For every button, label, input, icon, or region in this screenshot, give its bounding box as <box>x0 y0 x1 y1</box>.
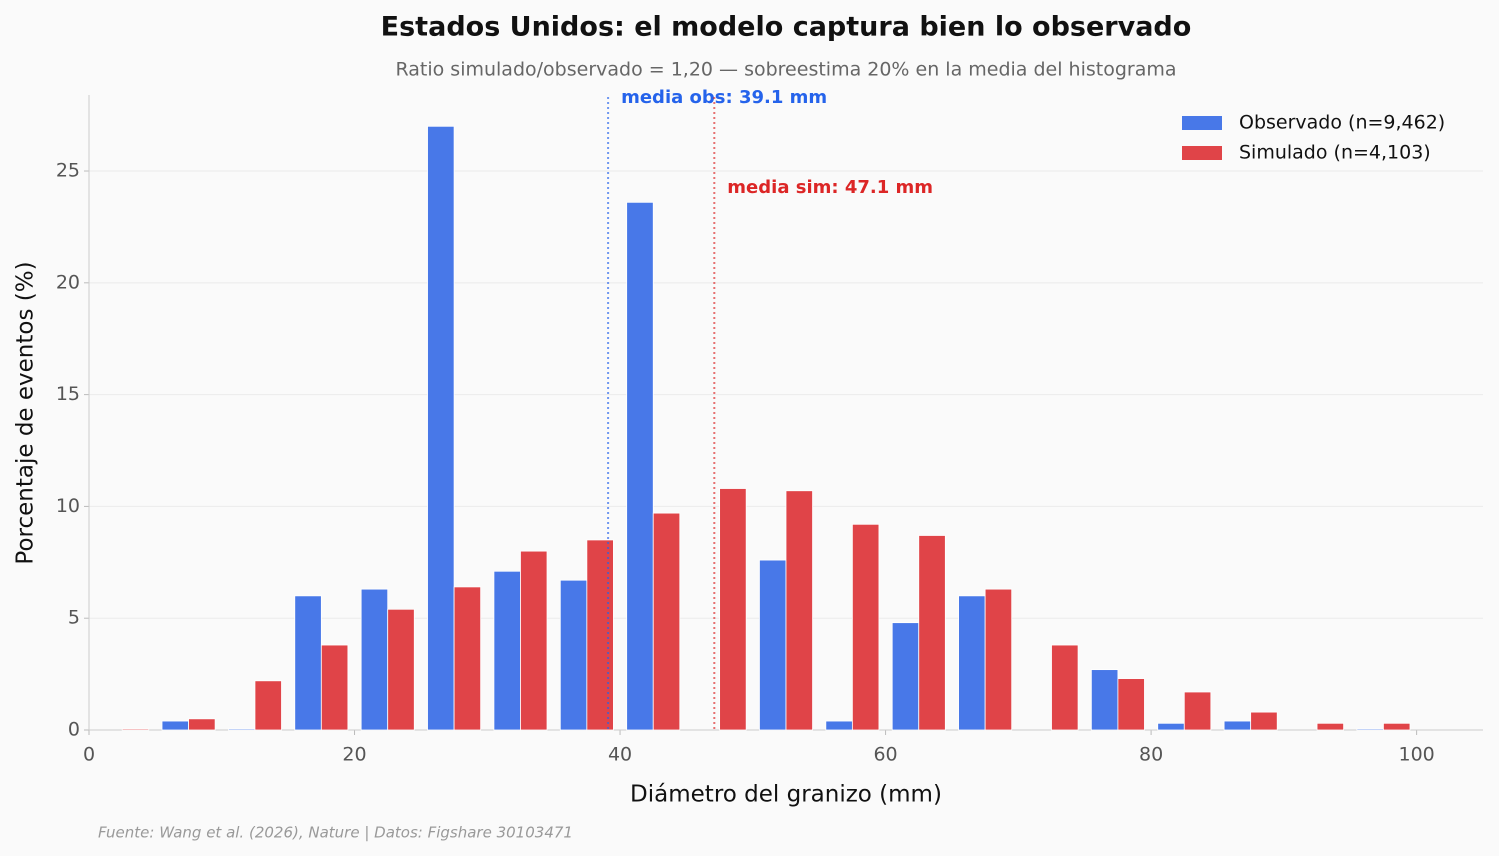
bar <box>1223 720 1252 731</box>
bar <box>1356 728 1384 731</box>
bar <box>520 550 548 731</box>
bar <box>1051 644 1079 731</box>
mean-label: media sim: 47.1 mm <box>727 177 933 198</box>
bar <box>427 125 455 731</box>
bar <box>294 595 322 731</box>
bar <box>360 588 389 731</box>
legend-swatch <box>1182 116 1222 130</box>
bar <box>825 720 853 731</box>
bar <box>188 718 216 731</box>
bar <box>1090 669 1119 731</box>
bar <box>1316 722 1344 731</box>
bar <box>320 644 349 731</box>
bar <box>958 595 986 731</box>
bar <box>254 680 282 731</box>
legend-label: Simulado (n=4,103) <box>1239 142 1431 164</box>
bar <box>1117 678 1145 731</box>
bar <box>453 586 482 731</box>
bar <box>759 559 787 731</box>
x-tick-label: 20 <box>342 744 366 766</box>
bar <box>785 490 813 731</box>
bar <box>626 201 654 731</box>
y-axis-label: Porcentaje de eventos (%) <box>13 261 39 564</box>
mean-label: media obs: 39.1 mm <box>621 87 827 108</box>
source-note: Fuente: Wang et al. (2026), Nature | Dat… <box>98 824 573 842</box>
y-tick-label: 0 <box>68 719 80 741</box>
x-tick-label: 80 <box>1139 744 1163 766</box>
bar <box>559 579 588 731</box>
x-tick-label: 60 <box>873 744 897 766</box>
y-tick-label: 5 <box>68 607 80 629</box>
bar <box>719 488 747 731</box>
bar <box>493 570 521 731</box>
y-tick-label: 25 <box>56 160 80 182</box>
x-axis-label: Diámetro del granizo (mm) <box>630 782 942 808</box>
y-tick-label: 20 <box>56 271 80 293</box>
bar <box>1183 691 1212 731</box>
bar <box>652 512 681 731</box>
bar <box>161 720 189 731</box>
chart-subtitle: Ratio simulado/observado = 1,20 — sobree… <box>395 59 1176 81</box>
bar <box>1157 722 1185 731</box>
bar <box>1383 722 1411 731</box>
bar <box>891 622 920 731</box>
x-tick-label: 40 <box>608 744 632 766</box>
bar <box>918 535 946 731</box>
legend-swatch <box>1182 146 1222 160</box>
x-tick-label: 100 <box>1398 744 1434 766</box>
bar <box>851 523 880 731</box>
legend-label: Observado (n=9,462) <box>1239 112 1445 134</box>
chart-title: Estados Unidos: el modelo captura bien l… <box>381 12 1192 43</box>
bar <box>1250 711 1278 731</box>
bar <box>984 588 1013 731</box>
bar <box>586 539 614 731</box>
y-tick-label: 15 <box>56 383 80 405</box>
bar <box>121 728 150 731</box>
bar <box>387 608 415 731</box>
x-tick-label: 0 <box>83 744 95 766</box>
bar <box>227 728 256 731</box>
y-tick-label: 10 <box>56 495 80 517</box>
